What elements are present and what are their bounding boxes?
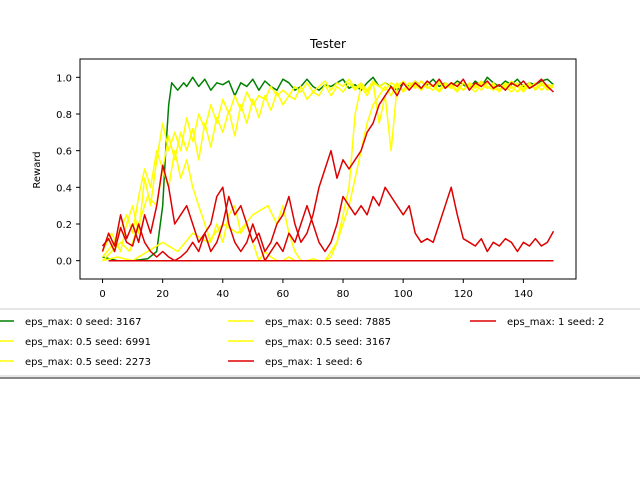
legend: eps_max: 0 seed: 3167 eps_max: 0.5 seed: … (0, 308, 640, 379)
legend-label: eps_max: 0.5 seed: 6991 (25, 337, 151, 348)
series-line-6 (101, 78, 555, 253)
y-tick-label: 0.4 (56, 183, 72, 194)
legend-label: eps_max: 0.5 seed: 7885 (265, 317, 391, 328)
x-tick-label: 40 (216, 289, 229, 300)
y-tick-label: 1.0 (56, 73, 72, 84)
legend-label: eps_max: 1 seed: 6 (265, 357, 362, 368)
y-tick-label: 0.2 (56, 220, 72, 231)
plot-frame (79, 58, 577, 280)
x-tick-label: 100 (394, 289, 413, 300)
x-tick-label: 120 (454, 289, 473, 300)
y-tick-label: 0.6 (56, 147, 72, 158)
x-tick-label: 80 (337, 289, 350, 300)
legend-label: eps_max: 0.5 seed: 3167 (265, 337, 391, 348)
legend-label: eps_max: 0 seed: 3167 (25, 317, 141, 328)
x-axis: 0 20 40 60 80 100 120 140 (99, 279, 533, 300)
legend-box (0, 308, 640, 377)
x-tick-label: 60 (277, 289, 290, 300)
chart-title: Tester (309, 37, 346, 51)
x-tick-label: 20 (156, 289, 169, 300)
x-tick-label: 140 (514, 289, 533, 300)
y-axis-label: Reward (32, 151, 43, 188)
x-tick-label: 0 (99, 289, 105, 300)
y-tick-label: 0.8 (56, 110, 72, 121)
y-axis: 0.0 0.2 0.4 0.6 0.8 1.0 (56, 73, 80, 268)
y-tick-label: 0.0 (56, 257, 72, 268)
series-line-7 (101, 186, 555, 262)
legend-label: eps_max: 1 seed: 2 (507, 317, 604, 328)
series-line-3 (101, 80, 554, 258)
plot-area (101, 76, 555, 262)
legend-label: eps_max: 0.5 seed: 2273 (25, 357, 151, 368)
